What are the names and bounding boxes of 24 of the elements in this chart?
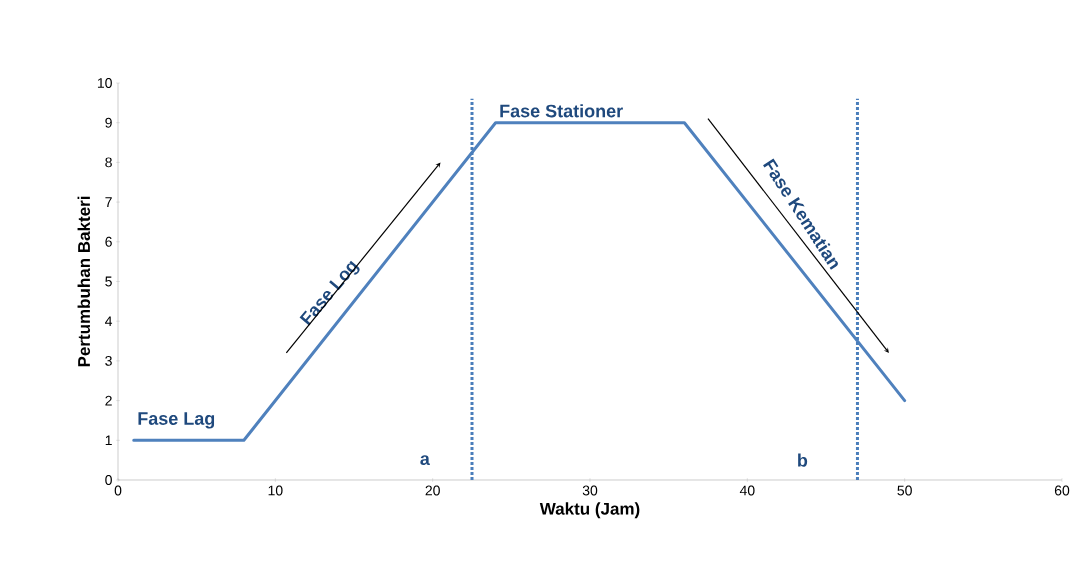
x-tick-label: 60 — [1054, 485, 1070, 496]
x-tick-label: 40 — [739, 485, 755, 496]
x-tick-label: 30 — [582, 485, 598, 496]
y-tick-label: 4 — [105, 316, 113, 327]
y-axis-title: Pertumbuhan Bakteri — [77, 196, 91, 367]
y-tick-label: 1 — [105, 435, 112, 446]
y-tick-label: 5 — [105, 276, 112, 287]
annotation: Fase Lag — [138, 412, 215, 429]
x-tick-label: 20 — [425, 485, 440, 496]
annotation: b — [798, 453, 808, 467]
y-tick-label: 8 — [105, 157, 112, 168]
x-axis-title: Waktu (Jam) — [539, 502, 640, 519]
y-tick-label: 2 — [105, 395, 112, 406]
y-tick-label: 6 — [105, 236, 112, 247]
y-tick-label: 7 — [105, 197, 112, 207]
x-tick-label: 10 — [268, 485, 283, 496]
annotation: Fase Stationer — [500, 104, 623, 118]
x-tick-label: 50 — [897, 485, 912, 496]
x-tick-label: 0 — [114, 485, 122, 496]
y-tick-label: 9 — [105, 117, 112, 128]
annotation: a — [420, 455, 430, 466]
y-tick-label: 10 — [97, 78, 112, 88]
y-tick-label: 0 — [105, 475, 112, 485]
y-tick-label: 3 — [105, 355, 112, 366]
